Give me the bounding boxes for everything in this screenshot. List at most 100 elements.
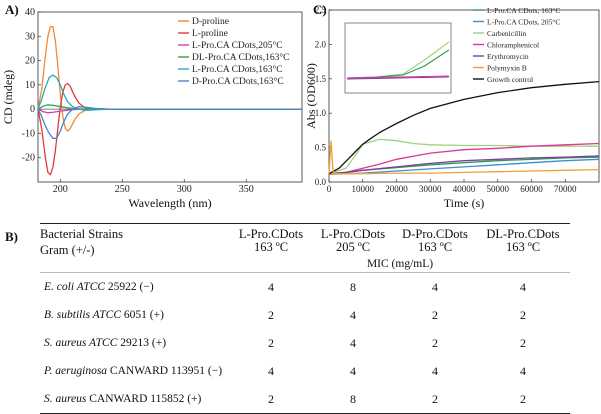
species-name: S. aureus bbox=[44, 393, 87, 405]
mic-value: 2 bbox=[432, 335, 438, 350]
series-line bbox=[328, 80, 600, 175]
col-header-name: L-Pro.CDots bbox=[238, 227, 304, 241]
mic-value: 4 bbox=[432, 279, 438, 294]
strain-id: CANWARD 113951 (−) bbox=[107, 365, 223, 377]
inset-series-line bbox=[347, 76, 449, 80]
x-tick-label: 10000 bbox=[352, 184, 375, 194]
mic-value: 8 bbox=[312, 385, 394, 414]
mic-value: 4 bbox=[350, 363, 356, 378]
y-tick-label: 1.5 bbox=[315, 74, 327, 84]
strain-name: S. aureus ATCC 29213 (+) bbox=[40, 329, 230, 357]
col-header-name: L-Pro.CDots bbox=[320, 227, 386, 241]
mic-value: 2 bbox=[268, 335, 274, 350]
mic-value: 2 bbox=[520, 335, 526, 350]
strains-label: Bacterial Strains bbox=[40, 227, 123, 241]
x-tick-label: 300 bbox=[177, 184, 192, 195]
x-tick-label: 50000 bbox=[487, 184, 510, 194]
y-tick-label: 20 bbox=[25, 56, 35, 67]
col-header-name: D-Pro.CDots bbox=[402, 227, 468, 241]
mic-value: 4 bbox=[350, 307, 356, 322]
series-line bbox=[37, 82, 302, 176]
mic-value: 2 bbox=[520, 307, 526, 322]
series-line bbox=[37, 106, 302, 139]
legend-label: Chloramphenicol bbox=[487, 41, 539, 50]
panel-c-label: C) bbox=[313, 2, 327, 17]
mic-value: 4 bbox=[268, 279, 274, 294]
mic-unit-label: MIC (mg/mL) bbox=[230, 257, 570, 273]
legend-label: L-Pro.CA CDots, 205°C bbox=[487, 18, 560, 27]
x-tick-label: 30000 bbox=[419, 184, 442, 194]
atcc-label: ATCC bbox=[90, 309, 122, 321]
mic-value: 4 bbox=[520, 279, 526, 294]
panel-a-label: A) bbox=[5, 2, 19, 17]
legend-label: Polymyxin B bbox=[487, 64, 527, 73]
legend-label: D-Pro.CA CDots,163°C bbox=[192, 76, 284, 87]
y-tick-label: -10 bbox=[22, 128, 35, 139]
legend-label: Carbenicillin bbox=[487, 29, 526, 38]
table-row: S. aureus CANWARD 115852 (+) 2 8 2 2 bbox=[40, 385, 570, 414]
col-header-temp: 163 ºC bbox=[417, 240, 453, 254]
series-line bbox=[328, 140, 341, 175]
mic-value: 2 bbox=[432, 307, 438, 322]
series-line bbox=[328, 156, 600, 175]
x-axis-title: Time (s) bbox=[444, 196, 485, 210]
series-line bbox=[328, 142, 600, 175]
mic-value: 8 bbox=[350, 279, 356, 294]
mic-table-container: Bacterial Strains Gram (+/-) L-Pro.CDots… bbox=[40, 223, 570, 414]
x-tick-label: 40000 bbox=[453, 184, 476, 194]
legend-label: L-proline bbox=[192, 29, 228, 39]
col-header-4: DL-Pro.CDots 163 ºC bbox=[476, 223, 570, 257]
table-row: P. aeruginosa CANWARD 113951 (−) 4 4 4 4 bbox=[40, 357, 570, 385]
y-tick-label: 0 bbox=[30, 104, 35, 115]
panel-b-label: B) bbox=[5, 229, 18, 244]
plot-frame bbox=[37, 11, 303, 183]
legend-label: DL-Pro.CA CDots,163°C bbox=[192, 52, 290, 63]
col-header-temp: 205 ºC bbox=[335, 240, 371, 254]
col-header-name: DL-Pro.CDots bbox=[486, 227, 560, 241]
x-axis-title: Wavelength (nm) bbox=[128, 196, 211, 210]
inset-series-line bbox=[347, 75, 449, 79]
table-header-row: Bacterial Strains Gram (+/-) L-Pro.CDots… bbox=[40, 223, 570, 257]
y-tick-label: 2.0 bbox=[315, 39, 327, 49]
col-header-1: L-Pro.CDots 163 ºC bbox=[230, 223, 312, 257]
col-header-temp: 163 ºC bbox=[505, 240, 541, 254]
mic-value: 4 bbox=[350, 335, 356, 350]
species-name: E. coli bbox=[44, 281, 75, 293]
legend-label: Growth control bbox=[487, 75, 533, 84]
strain-name: P. aeruginosa CANWARD 113951 (−) bbox=[40, 357, 230, 385]
table-row: B. subtilis ATCC 6051 (+) 2 4 2 2 bbox=[40, 301, 570, 329]
legend-label: L-Pro.CA CDots,205°C bbox=[192, 40, 283, 51]
strain-name: E. coli ATCC 25922 (−) bbox=[40, 273, 230, 302]
strain-name: B. subtilis ATCC 6051 (+) bbox=[40, 301, 230, 329]
atcc-label: ATCC bbox=[74, 281, 106, 293]
gram-label: Gram (+/-) bbox=[40, 243, 95, 257]
species-name: P. aeruginosa bbox=[44, 365, 108, 377]
inset-frame bbox=[344, 22, 452, 94]
series-line bbox=[328, 155, 600, 175]
y-tick-label: 30 bbox=[25, 31, 35, 42]
strain-id: 6051 (+) bbox=[121, 309, 164, 321]
species-name: B. subtilis bbox=[44, 309, 91, 321]
strain-header: Bacterial Strains Gram (+/-) bbox=[40, 223, 230, 257]
col-header-3: D-Pro.CDots 163 ºC bbox=[394, 223, 476, 257]
y-tick-label: 10 bbox=[25, 80, 35, 91]
x-tick-label: 70000 bbox=[554, 184, 577, 194]
legend-label: Erythromycin bbox=[487, 52, 529, 61]
y-tick-label: 0.0 bbox=[315, 177, 327, 187]
y-tick-label: 40 bbox=[25, 7, 35, 18]
y-tick-label: -20 bbox=[22, 153, 35, 164]
mic-value: 2 bbox=[230, 385, 312, 414]
x-tick-label: 350 bbox=[239, 184, 254, 195]
mic-unit-row: MIC (mg/mL) bbox=[40, 257, 570, 273]
strain-id: CANWARD 115852 (+) bbox=[86, 393, 202, 405]
legend-label: D-proline bbox=[192, 17, 229, 27]
mic-value: 2 bbox=[268, 307, 274, 322]
x-tick-label: 250 bbox=[115, 184, 130, 195]
y-tick-label: 1.0 bbox=[315, 108, 327, 118]
y-tick-label: 2.5 bbox=[315, 5, 327, 15]
col-header-temp: 163 ºC bbox=[253, 240, 289, 254]
table-body: E. coli ATCC 25922 (−) 4 8 4 4 B. subtilis AT… bbox=[40, 273, 570, 414]
x-tick-label: 60000 bbox=[520, 184, 543, 194]
strain-id: 29213 (+) bbox=[117, 337, 167, 349]
table-row: E. coli ATCC 25922 (−) 4 8 4 4 bbox=[40, 273, 570, 302]
